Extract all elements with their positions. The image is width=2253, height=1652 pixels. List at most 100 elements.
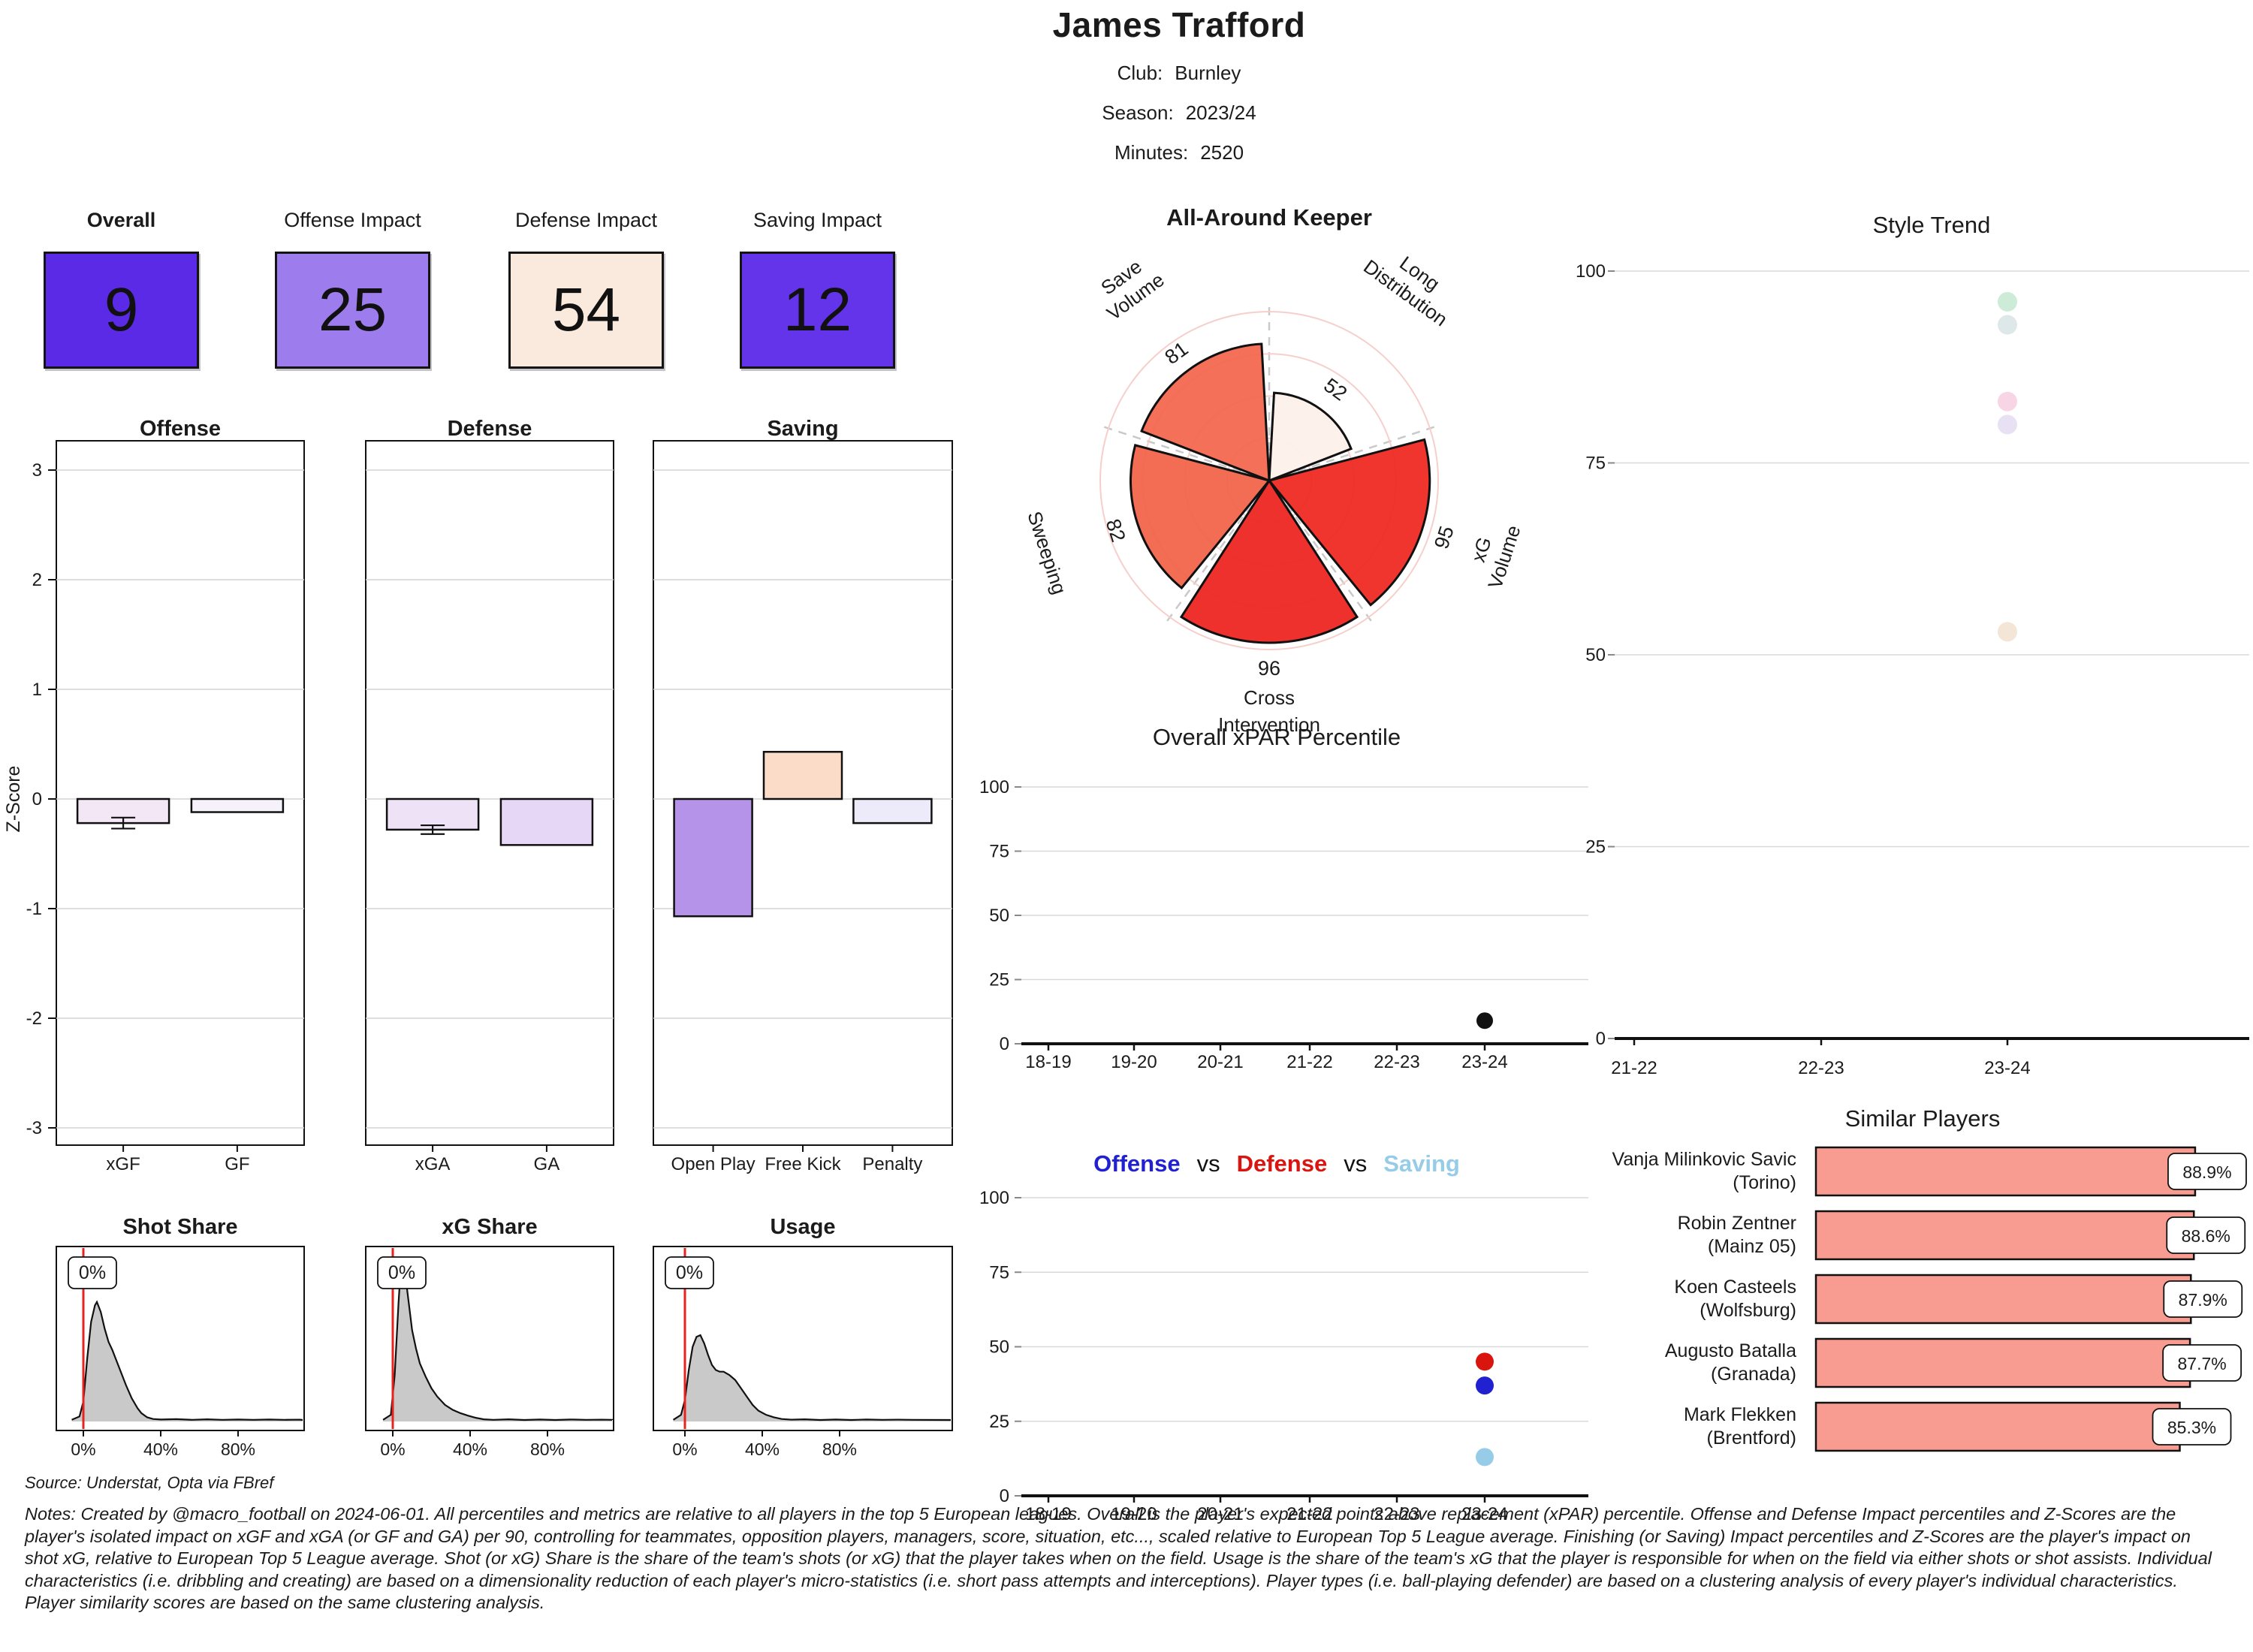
x-tick-label: 20-21 [1197,1504,1243,1524]
season-label: Season: [1102,101,1174,124]
club-label: Club: [1117,62,1163,84]
marker-badge [68,1256,117,1289]
x-tick-label: Free Kick [765,1154,841,1174]
value-badge-label: 88.6% [2182,1226,2230,1246]
wedge-save-volume [1140,342,1271,483]
y-tick-label: 3 [32,460,42,481]
data-point [1998,391,2017,411]
stat-cell-defense-impact: Defense Impact 54 [508,209,664,369]
footnotes: Notes: Created by @macro_football on 202… [25,1504,2212,1612]
x-tick-label: 0% [672,1439,697,1459]
player-club-label: (Wolfsburg) [1700,1300,1796,1321]
value-badge [2163,1280,2243,1318]
y-tick-label: 100 [979,1188,1009,1208]
x-tick-label: 19-20 [1111,1052,1157,1072]
axis-label-sweeping: Sweeping [1023,508,1071,597]
source-note: Source: Understat, Opta via FBref [25,1473,274,1492]
data-point [1998,622,2017,642]
y-tick-label: -2 [26,1008,42,1029]
data-point [1998,415,2017,435]
player-name-label: Vanja Milinkovic Savic [1612,1149,1796,1170]
stat-box: 12 [740,252,895,369]
panel-title: Saving [767,417,838,441]
data-point [1998,315,2017,335]
header: James Trafford Club: Burnley Season: 2023/… [804,5,1555,164]
player-name-label: Augusto Batalla [1665,1340,1796,1361]
stat-value: 54 [551,276,621,344]
chart-title: Similar Players [1845,1105,2001,1132]
y-tick-label: 1 [32,680,42,700]
wedge-sweeping [1130,444,1271,590]
x-tick-label: xGA [415,1154,451,1174]
y-tick-label: 50 [1585,645,1606,665]
minutes-label: Minutes: [1114,141,1189,164]
x-tick-label: 23-24 [1461,1504,1507,1524]
value-badge-label: 87.9% [2179,1290,2227,1310]
density-outline [71,1300,303,1421]
x-tick-label: 80% [221,1439,255,1459]
title-part: Saving [1383,1150,1460,1177]
x-tick-label: 0% [71,1439,95,1459]
player-name-label: Mark Flekken [1684,1404,1796,1425]
stat-cell-offense-impact: Offense Impact 25 [275,209,430,369]
data-point [1476,1352,1494,1371]
x-tick-label: 22-23 [1798,1058,1844,1078]
stat-box: 25 [275,252,430,369]
y-tick-label: 75 [989,842,1009,862]
similarity-bar [1814,1274,2192,1325]
density-fill [383,1264,612,1421]
bar-xGA [385,797,480,831]
bar-Free Kick [762,750,843,800]
density-outline [672,1334,952,1421]
wedge-value: 81 [1161,337,1193,369]
polar-ring [1099,311,1439,650]
axis-label-save-volume: SaveVolume [1088,249,1169,324]
x-tick-label: 23-24 [1984,1058,2030,1078]
axis-label-xg-volume: xGVolume [1461,515,1525,592]
marker-badge [665,1256,714,1289]
stat-label: Saving Impact [753,209,882,231]
minutes-line: Minutes: 2520 [804,141,1555,164]
bar-Penalty [852,797,933,824]
value-badge [2167,1153,2247,1190]
bar-GA [499,797,594,846]
title-part: Offense [1093,1150,1180,1177]
minutes-value: 2520 [1200,141,1244,164]
panel-title: Shot Share [122,1215,237,1239]
stat-label: Offense Impact [284,209,421,231]
panel-title: Usage [770,1215,835,1239]
axis-label-cross-intervention: Intervention [1218,713,1320,736]
stat-label: Defense Impact [514,209,658,231]
similarity-bar [1814,1210,2195,1261]
x-tick-label: 23-24 [1461,1052,1507,1072]
chart-title: Style Trend [1873,212,1991,238]
player-club-label: (Torino) [1733,1172,1796,1193]
wedge-xg-volume [1267,438,1431,607]
chart-title: All-Around Keeper [1166,204,1372,231]
value-badge [2162,1344,2242,1382]
player-club-label: (Brentford) [1707,1427,1796,1449]
stat-value: 25 [318,276,388,344]
x-tick-label: 40% [745,1439,780,1459]
x-tick-label: 22-23 [1374,1052,1419,1072]
x-tick-label: xGF [106,1154,140,1174]
y-tick-label: -1 [26,899,42,919]
title-part: vs [1197,1150,1220,1177]
y-tick-label: 0 [1000,1486,1009,1506]
data-point [1476,1448,1494,1467]
club-value: Burnley [1175,62,1241,84]
value-badge-label: 88.9% [2182,1162,2231,1182]
y-tick-label: 2 [32,570,42,590]
x-tick-label: 40% [143,1439,178,1459]
player-name-label: Robin Zentner [1678,1213,1796,1234]
stat-cell-overall: Overall 9 [44,209,199,369]
player-name: James Trafford [1052,5,1306,44]
stat-box: 54 [508,252,664,369]
data-point [1998,291,2017,312]
x-tick-label: 19-20 [1111,1504,1157,1524]
title-part: vs [1344,1150,1367,1177]
panel-title: Defense [448,417,532,441]
x-tick-label: Open Play [671,1154,756,1174]
x-tick-label: GF [225,1154,249,1174]
x-tick-label: GA [534,1154,560,1174]
